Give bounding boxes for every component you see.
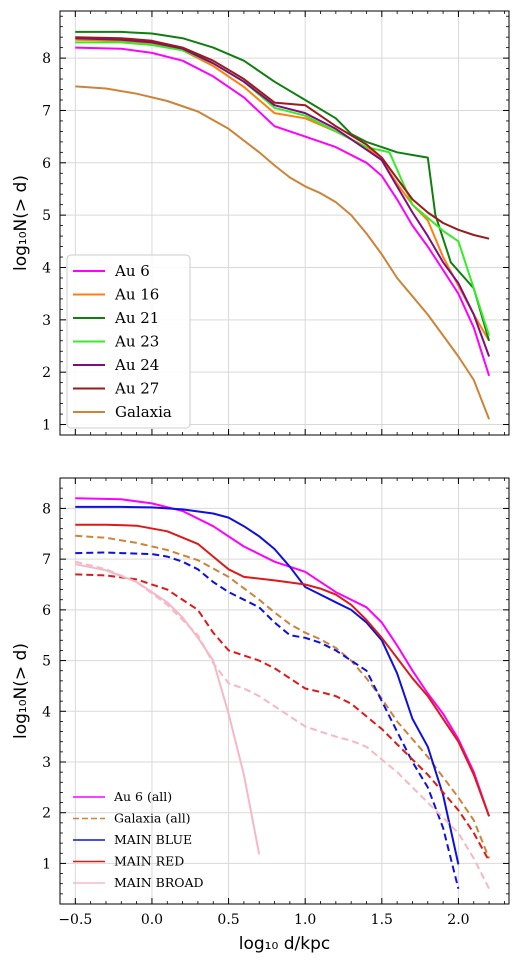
legend-label: MAIN BROAD — [114, 875, 204, 890]
axes-frame — [59, 10, 510, 436]
y-tick-label: 2 — [42, 365, 51, 381]
x-tick-label: 2.0 — [447, 912, 469, 928]
series-line — [75, 523, 491, 817]
series-line — [75, 30, 491, 342]
y-tick-label: 7 — [42, 552, 51, 568]
y-tick-label: 1 — [42, 856, 51, 872]
series-line — [75, 36, 490, 240]
series-group — [75, 30, 491, 420]
series-group — [75, 497, 491, 890]
series-line — [75, 505, 460, 865]
y-axis-label: log₁₀N(> d) — [11, 175, 31, 271]
x-tick-label: 1.5 — [371, 912, 393, 928]
series-line — [75, 534, 491, 859]
series-line — [75, 37, 491, 357]
legend-box — [66, 254, 191, 429]
x-tick-label: 1.0 — [294, 912, 316, 928]
series-line — [75, 46, 491, 377]
legend-label: Au 23 — [114, 333, 159, 351]
y-tick-label: 2 — [42, 806, 51, 822]
y-tick-label: 8 — [42, 501, 51, 517]
series-line — [75, 41, 491, 336]
series-line — [75, 551, 460, 890]
y-tick-label: 5 — [42, 654, 51, 670]
x-tick-label: 0.5 — [217, 912, 239, 928]
series-line — [75, 85, 491, 420]
chart-panel-1: 1 2 3 4 5 6 7 8 log₁₀N(> d) Au 6 Au 16 Au 21 Au 23 Au… — [11, 10, 510, 436]
legend-label: Au 16 — [114, 286, 159, 304]
legend-label: MAIN BLUE — [114, 832, 192, 847]
x-axis-label: log₁₀ d/kpc — [239, 934, 330, 954]
y-axis-label: log₁₀N(> d) — [11, 643, 31, 739]
y-tick-label: 5 — [42, 208, 51, 224]
legend-label: Galaxia — [115, 403, 172, 421]
legend-label: Au 21 — [114, 309, 159, 327]
y-tick-label: 4 — [42, 260, 51, 276]
y-tick-label: 4 — [42, 704, 51, 720]
legend-label: Au 27 — [114, 380, 159, 398]
legend-label: Galaxia (all) — [114, 811, 191, 826]
legend-label: MAIN RED — [114, 854, 184, 869]
chart-panel-2: −0.5 0.0 0.5 1.0 1.5 2.0 1 2 3 4 5 6 7 8 log₁₀N(> d) lo… — [11, 477, 510, 954]
legend-label: Au 6 (all) — [113, 789, 172, 804]
y-tick-label: 7 — [42, 103, 51, 119]
series-line — [75, 560, 490, 890]
series-line — [75, 573, 490, 862]
y-tick-label: 3 — [42, 755, 51, 771]
y-tick-label: 6 — [42, 156, 51, 172]
legend-label: Au 24 — [114, 356, 159, 374]
y-tick-label: 3 — [42, 313, 51, 329]
legend-label: Au 6 — [114, 262, 150, 280]
y-tick-label: 8 — [42, 51, 51, 67]
y-tick-label: 6 — [42, 603, 51, 619]
x-tick-label: 0.0 — [141, 912, 163, 928]
y-tick-label: 1 — [42, 418, 51, 434]
x-tick-label: −0.5 — [58, 912, 92, 928]
series-line — [75, 497, 491, 817]
